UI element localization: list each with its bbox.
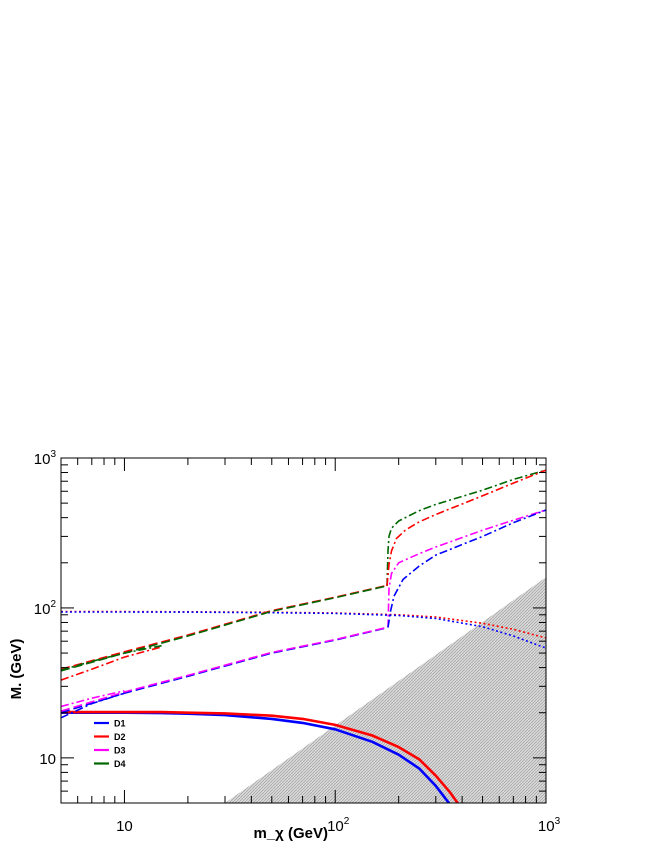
x-tick-label: 102 [327,816,350,835]
legend: D1 D2 D3 D4 [94,719,126,769]
x-tick-label: 10 [116,818,133,835]
series-line-9 [61,646,162,681]
x-tick-label: 103 [538,816,561,835]
excluded-region [225,577,546,803]
legend-label: D1 [114,719,126,729]
series-line-4 [61,611,546,649]
y-tick-label: 102 [34,599,57,618]
legend-label: D2 [114,732,126,742]
legend-label: D3 [114,746,126,756]
series-line-2 [61,710,460,803]
series-line-11 [61,692,125,719]
series-line-14 [386,469,546,587]
series-line-16 [387,509,546,628]
series-line-10 [61,644,162,671]
y-tick-label: 103 [34,449,57,468]
y-tick-label: 10 [39,751,56,768]
x-axis-title: m_χ (GeV) [254,825,329,842]
y-axis-title: M. (GeV) [8,639,25,700]
series-line-12 [61,690,125,708]
legend-label: D4 [114,759,126,769]
series-line-8 [61,626,389,712]
series-line-15 [387,509,546,628]
plot-frame [60,457,547,804]
